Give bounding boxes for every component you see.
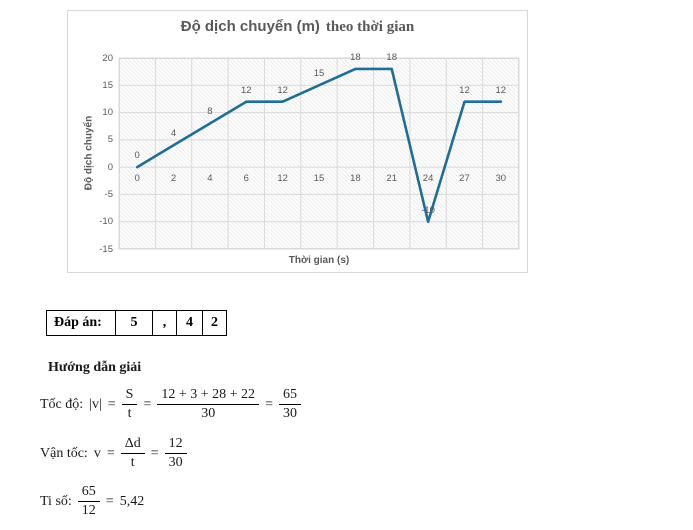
answer-box: Đáp án: 5 , 4 2 <box>46 310 227 336</box>
solution-heading: Hướng dẫn giải <box>48 360 142 375</box>
data-point-label: 4 <box>170 128 177 140</box>
fraction-denominator: t <box>130 455 135 470</box>
x-tick-label: 12 <box>277 173 288 185</box>
data-point-label: 12 <box>277 84 288 96</box>
data-point-label: -10 <box>421 204 435 216</box>
y-tick-label: 10 <box>102 107 113 119</box>
solution-section: Hướng dẫn giải Tốc độ: |v| = S t = 12 + … <box>40 360 307 519</box>
fraction-numerator: 12 + 3 + 28 + 22 <box>157 387 260 405</box>
x-tick-label: 2 <box>170 173 177 185</box>
y-tick-label: -15 <box>99 243 113 255</box>
fraction-denominator: 30 <box>168 455 183 470</box>
equals-sign: = <box>143 396 152 412</box>
ratio-result: 5,42 <box>119 493 145 509</box>
fraction-denominator: 30 <box>282 406 297 421</box>
fraction-numerator: 12 <box>164 436 187 454</box>
answer-cell-separator: , <box>152 311 176 335</box>
x-tick-label: 0 <box>134 173 140 185</box>
data-point-label: 12 <box>240 84 252 96</box>
x-tick-label: 18 <box>350 173 361 185</box>
data-point-label: 0 <box>134 150 140 162</box>
fraction-numerator: Δd <box>120 436 145 454</box>
fraction-s-over-t: S t <box>121 387 138 422</box>
y-tick-label: 5 <box>107 134 113 146</box>
fraction-65-over-12: 65 12 <box>77 484 100 519</box>
fraction-denominator: t <box>127 406 132 421</box>
data-point-label: 15 <box>313 68 325 80</box>
fraction-numerator: S <box>121 387 138 405</box>
fraction-65-over-30: 65 30 <box>278 387 301 422</box>
data-point-label: 18 <box>386 51 397 63</box>
fraction-12-over-30: 12 30 <box>164 436 187 471</box>
data-point-label: 8 <box>207 106 213 118</box>
velocity-label: Vận tốc: <box>40 445 88 461</box>
speed-lhs: |v| <box>89 396 102 412</box>
y-tick-label: 0 <box>107 161 113 173</box>
x-tick-label: 15 <box>313 173 325 185</box>
answer-cell-1: 5 <box>115 311 152 335</box>
answer-cell-2: 4 <box>176 311 202 335</box>
speed-equation: Tốc độ: |v| = S t = 12 + 3 + 28 + 22 30 … <box>40 387 307 422</box>
ratio-equation: Ti số: 65 12 = 5,42 <box>40 484 307 519</box>
x-tick-label: 21 <box>386 173 397 185</box>
equals-sign: = <box>107 396 116 412</box>
y-tick-label: -10 <box>99 216 113 228</box>
data-point-label: 12 <box>459 84 470 96</box>
fraction-denominator: 12 <box>81 503 96 518</box>
equals-sign: = <box>106 445 115 461</box>
x-tick-label: 24 <box>422 173 434 185</box>
plot-hatch-background <box>119 58 519 249</box>
velocity-lhs: v <box>93 445 101 461</box>
y-tick-label: -5 <box>104 188 113 200</box>
equals-sign: = <box>105 493 114 509</box>
equals-sign: = <box>150 445 159 461</box>
fraction-numerator: 65 <box>77 484 100 502</box>
y-axis-title: Độ dịch chuyển <box>83 115 95 191</box>
x-axis-title: Thời gian (s) <box>288 255 350 266</box>
data-point-label: 12 <box>495 84 507 96</box>
chart-card: Độ dịch chuyển (m) theo thời gian Độ dịch… <box>67 10 528 273</box>
fraction-distance-sum: 12 + 3 + 28 + 22 30 <box>157 387 260 422</box>
plot-border <box>119 58 519 249</box>
fraction-numerator: 65 <box>278 387 301 405</box>
equals-sign: = <box>265 396 273 412</box>
displacement-line <box>135 67 503 223</box>
x-tick-label: 4 <box>207 173 213 185</box>
fraction-delta-d-over-t: Δd t <box>120 436 145 471</box>
ratio-label: Ti số: <box>40 493 72 509</box>
chart-title: Độ dịch chuyển (m) theo thời gian <box>68 18 527 36</box>
data-point-label: 18 <box>350 51 361 63</box>
speed-label: Tốc độ: <box>40 396 84 412</box>
x-tick-label: 6 <box>243 173 249 185</box>
chart-title-main: Độ dịch chuyển (m) <box>180 18 320 35</box>
chart-title-sub: theo thời gian <box>325 19 415 35</box>
x-tick-label: 27 <box>459 173 470 185</box>
answer-cell-3: 2 <box>202 311 226 335</box>
y-tick-label: 20 <box>102 52 113 64</box>
velocity-equation: Vận tốc: v = Δd t = 12 30 <box>40 436 307 471</box>
fraction-denominator: 30 <box>201 406 216 421</box>
x-tick-label: 30 <box>495 173 507 185</box>
answer-label: Đáp án: <box>54 315 102 330</box>
y-tick-label: 15 <box>102 79 113 91</box>
plot-area <box>118 57 520 250</box>
